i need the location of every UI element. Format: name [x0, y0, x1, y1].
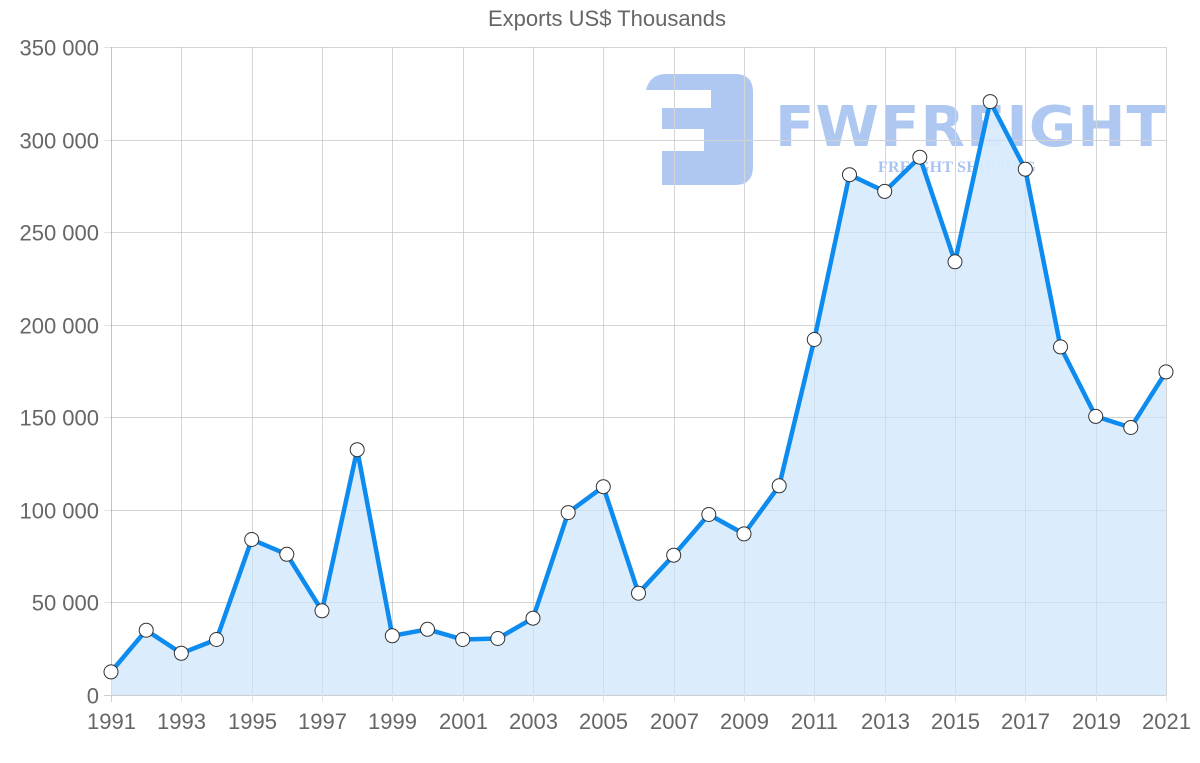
x-tick-label: 2015	[931, 709, 980, 734]
data-point-marker[interactable]	[314, 603, 330, 619]
data-point-marker[interactable]	[560, 505, 576, 521]
data-point-marker[interactable]	[1158, 364, 1174, 380]
data-point-marker[interactable]	[1123, 420, 1139, 435]
y-tick-label: 250 000	[19, 221, 99, 246]
x-tick-label: 1997	[298, 709, 347, 734]
x-tick-label: 1995	[228, 709, 277, 734]
data-point-marker[interactable]	[912, 149, 928, 165]
data-point-marker[interactable]	[420, 621, 435, 637]
x-tick-label: 2017	[1001, 709, 1050, 734]
data-point-marker[interactable]	[701, 507, 717, 522]
x-tick-label: 2001	[439, 709, 488, 734]
x-tick-label: 2003	[509, 709, 558, 734]
y-tick-label: 0	[87, 684, 99, 709]
chart-title: Exports US$ Thousands	[487, 6, 727, 31]
data-point-marker[interactable]	[455, 632, 471, 647]
data-point-marker[interactable]	[595, 479, 611, 495]
data-point-marker[interactable]	[349, 442, 365, 458]
y-tick-label: 150 000	[19, 406, 99, 431]
data-point-marker[interactable]	[947, 254, 963, 270]
data-point-marker[interactable]	[1017, 161, 1033, 177]
x-tick-label: 2009	[720, 709, 769, 734]
data-point-marker[interactable]	[490, 631, 506, 646]
x-tick-label: 2005	[579, 709, 628, 734]
y-tick-label: 350 000	[19, 36, 99, 61]
x-tick-label: 2019	[1072, 709, 1121, 734]
data-point-marker[interactable]	[771, 478, 787, 494]
data-point-marker[interactable]	[877, 183, 893, 199]
data-point-marker[interactable]	[173, 645, 189, 661]
data-point-marker[interactable]	[631, 585, 646, 601]
data-point-marker[interactable]	[1053, 339, 1068, 355]
data-point-marker[interactable]	[244, 532, 260, 547]
data-point-marker[interactable]	[384, 628, 400, 644]
x-tick-label: 2007	[650, 709, 699, 734]
data-point-marker[interactable]	[806, 332, 822, 347]
x-tick-label: 1993	[157, 709, 206, 734]
x-tick-label: 1991	[87, 709, 136, 734]
x-tick-label: 1999	[368, 709, 417, 734]
x-tick-label: 2021	[1142, 709, 1191, 734]
data-point-marker[interactable]	[138, 622, 154, 638]
data-point-marker[interactable]	[736, 526, 752, 542]
y-tick-label: 200 000	[19, 314, 99, 339]
x-tick-label: 2013	[861, 709, 910, 734]
y-tick-label: 50 000	[32, 591, 99, 616]
data-point-marker[interactable]	[842, 167, 857, 183]
data-point-marker[interactable]	[209, 632, 224, 647]
y-tick-label: 100 000	[19, 499, 99, 524]
data-point-marker[interactable]	[1088, 408, 1104, 424]
x-tick-label: 2011	[791, 709, 838, 734]
data-point-marker[interactable]	[982, 94, 998, 110]
data-point-marker[interactable]	[666, 547, 682, 563]
y-tick-label: 300 000	[19, 129, 99, 154]
data-point-marker[interactable]	[103, 664, 119, 680]
data-point-marker[interactable]	[279, 546, 295, 562]
data-point-marker[interactable]	[525, 610, 541, 626]
area-fill	[111, 101, 1166, 696]
